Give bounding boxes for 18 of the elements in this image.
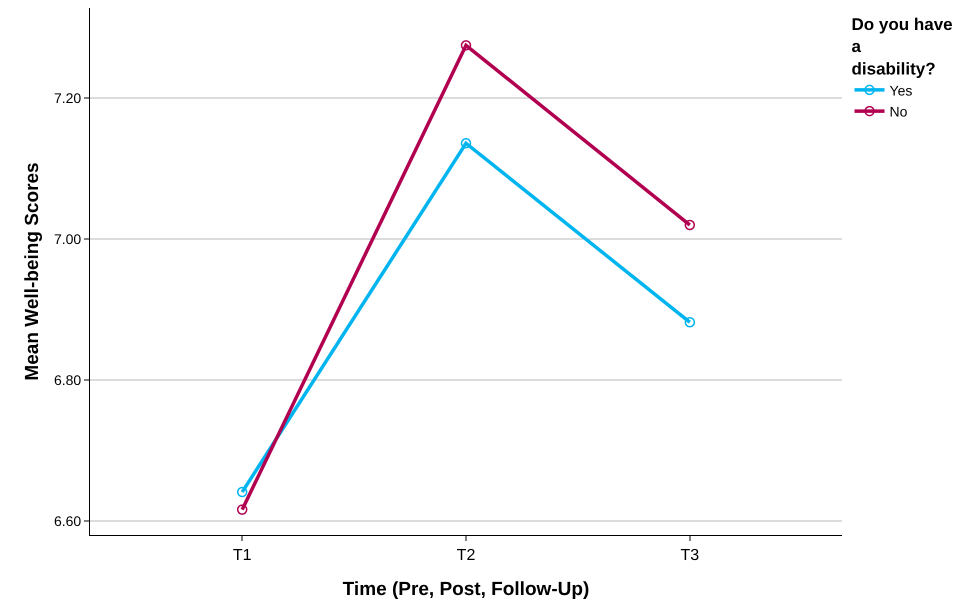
x-tick-label: T2 (456, 547, 476, 564)
y-tick-label: 6.80 (54, 372, 82, 388)
legend-label: No (890, 104, 908, 120)
point (460, 138, 472, 149)
legend-label: Yes (890, 82, 912, 98)
x-tick-label: T1 (232, 547, 252, 564)
point (236, 504, 248, 515)
x-tick-label: T3 (680, 547, 700, 564)
point (236, 486, 248, 498)
y-tick-label: 7.20 (54, 90, 82, 106)
point (684, 220, 696, 230)
x-axis-title: Time (Pre, Post, Follow-Up) (342, 579, 590, 600)
y-tick-label: 7.00 (54, 230, 82, 247)
point (684, 316, 696, 328)
y-tick-label: 6.60 (54, 512, 82, 529)
legend-title: Do you have a disability? (852, 15, 953, 78)
y-axis-title: Mean Well-being Scores (22, 162, 43, 381)
point (460, 40, 472, 51)
